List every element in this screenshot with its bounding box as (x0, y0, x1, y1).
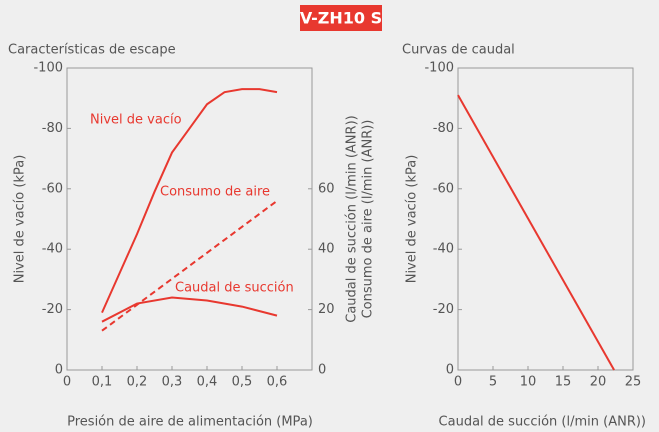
y-axis-label: Nivel de vacío (kPa) (13, 155, 28, 284)
y2-tick-label: 0 (318, 363, 326, 378)
y-tick-label: 0 (55, 363, 63, 378)
x-tick-label: 0,1 (92, 375, 113, 390)
series-line (101, 200, 278, 332)
plot-frame (457, 67, 634, 371)
y-tick-label: -100 (424, 61, 454, 76)
badge (300, 5, 382, 31)
x-tick-label: 0,4 (197, 375, 218, 390)
series-line (101, 296, 278, 323)
x-tick-label: 0,3 (162, 375, 183, 390)
y2-axis-label: Caudal de succión (l/min (ANR)) (345, 115, 360, 322)
series-label: Caudal de succión (175, 281, 294, 296)
y2-tick-label: 60 (318, 181, 335, 196)
y-tick-label: -80 (42, 121, 63, 136)
x-tick-label: 25 (625, 375, 642, 390)
x-tick-label: 15 (555, 375, 572, 390)
y-tick-label: -80 (433, 121, 454, 136)
series-label: Nivel de vacío (90, 113, 182, 128)
y-tick-label: -40 (433, 242, 454, 257)
series-line (101, 88, 278, 314)
plot-frame (66, 67, 313, 371)
x-axis-label: Presión de aire de alimentación (MPa) (67, 415, 313, 430)
x-tick-label: 0,2 (127, 375, 148, 390)
x-axis-label: Caudal de succión (l/min (ANR)) (439, 415, 646, 430)
badge-text: V-ZH10 S (300, 9, 382, 28)
y-tick-label: -40 (42, 242, 63, 257)
x-tick-label: 5 (489, 375, 497, 390)
x-tick-label: 0 (63, 375, 71, 390)
series-line (457, 94, 615, 371)
y2-tick-label: 20 (318, 302, 335, 317)
x-tick-label: 0,6 (267, 375, 288, 390)
y2-axis-label: Consumo de aire (l/min (ANR)) (361, 120, 376, 319)
x-tick-label: 20 (590, 375, 607, 390)
x-tick-label: 0 (454, 375, 462, 390)
y-tick-label: -20 (42, 302, 63, 317)
chart-title: Características de escape (8, 43, 176, 58)
x-tick-label: 10 (520, 375, 537, 390)
y-tick-label: -100 (33, 61, 63, 76)
x-tick-label: 0,5 (232, 375, 253, 390)
y-tick-label: 0 (446, 363, 454, 378)
y-tick-label: -60 (42, 181, 63, 196)
y2-tick-label: 40 (318, 242, 335, 257)
y-tick-label: -20 (433, 302, 454, 317)
y-tick-label: -60 (433, 181, 454, 196)
series-label: Consumo de aire (160, 185, 270, 200)
y-axis-label: Nivel de vacío (kPa) (405, 155, 420, 284)
chart-title: Curvas de caudal (402, 43, 515, 58)
